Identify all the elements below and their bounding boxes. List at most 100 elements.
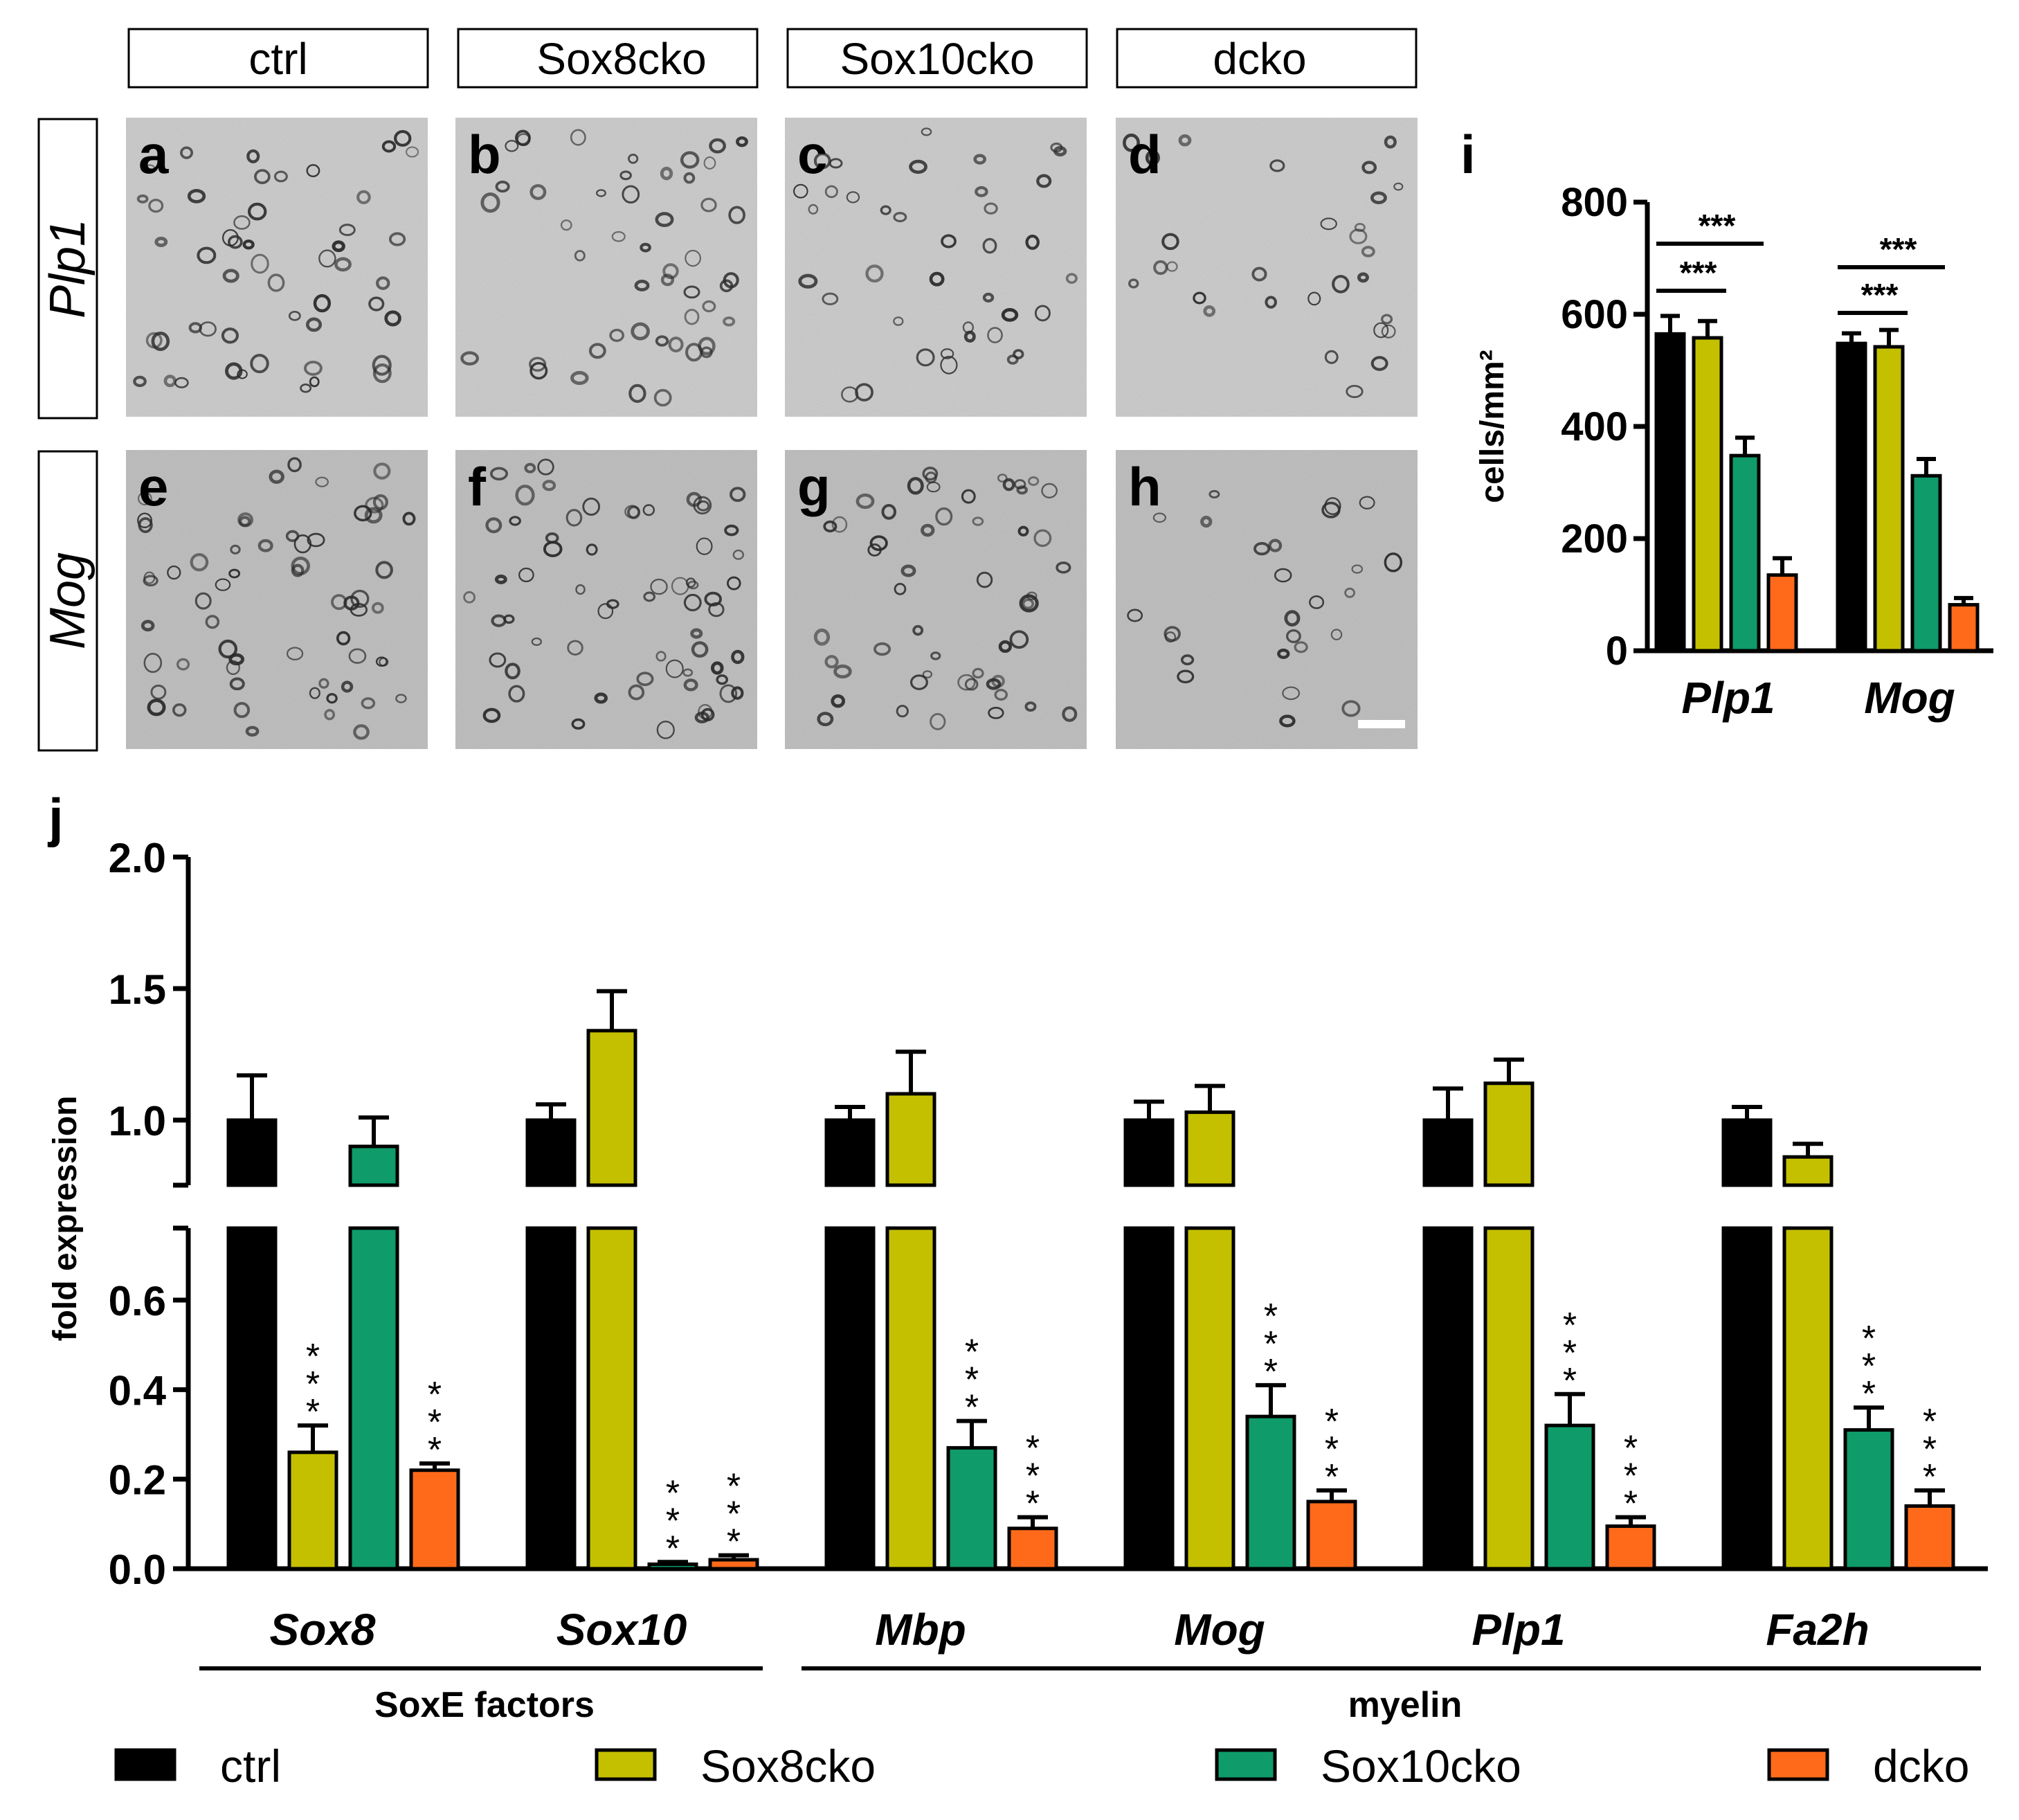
stained-cell xyxy=(926,481,941,493)
stained-cell xyxy=(245,726,260,737)
chart-i: i 0 200 400 600 800 cells/mm² Plp1 Mog *** *** *** *… xyxy=(1460,124,1993,723)
stained-cell xyxy=(975,186,988,197)
stained-cell xyxy=(246,149,260,163)
stained-cell xyxy=(982,292,995,303)
y-tick-label-i: 200 xyxy=(1561,516,1628,561)
bar-j-lower xyxy=(586,1226,637,1571)
bar-i xyxy=(1836,341,1867,653)
stained-cell xyxy=(151,331,170,351)
y-tick-label-j: 0.4 xyxy=(109,1367,167,1414)
stained-cell xyxy=(145,164,156,173)
bar-j-upper xyxy=(1483,1081,1534,1187)
x-category-label-j: Fa2h xyxy=(1766,1605,1869,1655)
stained-cell xyxy=(300,384,312,393)
micrograph-panel: d xyxy=(1116,118,1418,417)
stained-cell xyxy=(306,317,323,332)
stained-cell xyxy=(1152,512,1166,523)
micrograph-image xyxy=(126,118,428,417)
column-header-box-sox10cko xyxy=(786,28,1088,89)
star-glyph: * xyxy=(965,1360,979,1400)
stained-cell xyxy=(682,668,694,677)
stained-cell xyxy=(226,660,240,676)
y-axis-label-i: cells/mm² xyxy=(1474,350,1511,503)
stained-cell xyxy=(356,190,371,205)
stained-cell xyxy=(1022,598,1035,610)
stained-cell xyxy=(1341,700,1361,717)
stained-cell xyxy=(619,170,632,181)
stained-cell xyxy=(1307,291,1321,306)
panel-letter: e xyxy=(138,456,168,517)
stained-cell xyxy=(1284,610,1301,627)
stained-cell xyxy=(606,599,619,609)
y-tick-label-i: 800 xyxy=(1561,180,1628,225)
group-label-j: SoxE factors xyxy=(374,1685,595,1725)
stained-cell xyxy=(683,172,696,184)
stained-cell xyxy=(1062,706,1078,722)
stained-cell xyxy=(671,577,689,595)
star-glyph: * xyxy=(1563,1306,1577,1346)
bar-i xyxy=(1948,603,1980,653)
stained-cell xyxy=(332,240,345,253)
x-category-label-j: Plp1 xyxy=(1472,1605,1565,1655)
bar-i xyxy=(1692,336,1723,653)
stained-cell xyxy=(655,651,667,662)
stained-cell xyxy=(813,152,831,170)
stained-cell xyxy=(723,316,736,327)
stained-cell xyxy=(972,516,984,526)
bar-j-lower xyxy=(1782,1226,1834,1571)
stained-cell xyxy=(683,593,702,612)
stained-cell xyxy=(324,709,336,721)
stained-cell xyxy=(655,335,669,347)
bar-i xyxy=(1766,573,1798,653)
significance-stars-j: * * * xyxy=(428,1375,442,1470)
stained-cell xyxy=(1013,349,1024,360)
stained-cell xyxy=(1017,525,1029,537)
stained-cell xyxy=(172,703,187,717)
stained-cell xyxy=(154,236,168,248)
micrograph-grid: a b c d e f g h xyxy=(126,118,1418,749)
stained-cell xyxy=(1294,641,1308,654)
stained-cell xyxy=(684,309,700,325)
stained-cell xyxy=(570,370,589,386)
stained-cell xyxy=(515,129,531,146)
y-tick-label-j: 1.0 xyxy=(109,1098,166,1144)
stained-cell xyxy=(494,574,507,584)
row-label-mog: Mog xyxy=(40,552,96,649)
stained-cell xyxy=(894,583,907,595)
bar-j xyxy=(409,1468,460,1571)
stained-cell xyxy=(628,684,645,701)
stained-cell xyxy=(1393,182,1404,191)
stained-cell xyxy=(808,204,819,215)
stained-cell xyxy=(489,467,508,480)
stained-cell xyxy=(700,197,717,213)
bar-j xyxy=(1544,1423,1595,1571)
y-tick-label-j: 0.2 xyxy=(109,1457,166,1504)
legend-swatch xyxy=(1767,1748,1829,1781)
stained-cell xyxy=(698,703,713,720)
stained-cell xyxy=(350,603,368,617)
stained-cell xyxy=(509,516,521,526)
stained-cell xyxy=(574,250,586,262)
stained-cell xyxy=(929,271,945,287)
stained-cell xyxy=(269,469,284,484)
bar-j-lower xyxy=(1422,1226,1474,1571)
stained-cell xyxy=(485,517,503,534)
stained-cell xyxy=(306,164,320,177)
stained-cell xyxy=(685,577,696,588)
micrograph-panel: e xyxy=(126,450,428,749)
stained-cell xyxy=(628,384,646,403)
star-glyph: * xyxy=(727,1467,741,1507)
stained-cell xyxy=(719,279,734,293)
stained-cell xyxy=(846,191,860,204)
stained-cell xyxy=(1370,191,1387,204)
row-label-box-plp1 xyxy=(37,118,98,420)
y-tick-label-i: 400 xyxy=(1561,404,1628,449)
micrograph-panel: h xyxy=(1116,450,1418,749)
stained-cell xyxy=(704,591,722,606)
bar-j xyxy=(287,1450,338,1571)
stained-cell xyxy=(1145,150,1160,166)
bar-j-upper xyxy=(586,1029,637,1187)
stained-cell xyxy=(736,136,748,147)
stained-cell xyxy=(309,376,320,388)
column-header-sox10cko: Sox10cko xyxy=(840,34,1034,84)
